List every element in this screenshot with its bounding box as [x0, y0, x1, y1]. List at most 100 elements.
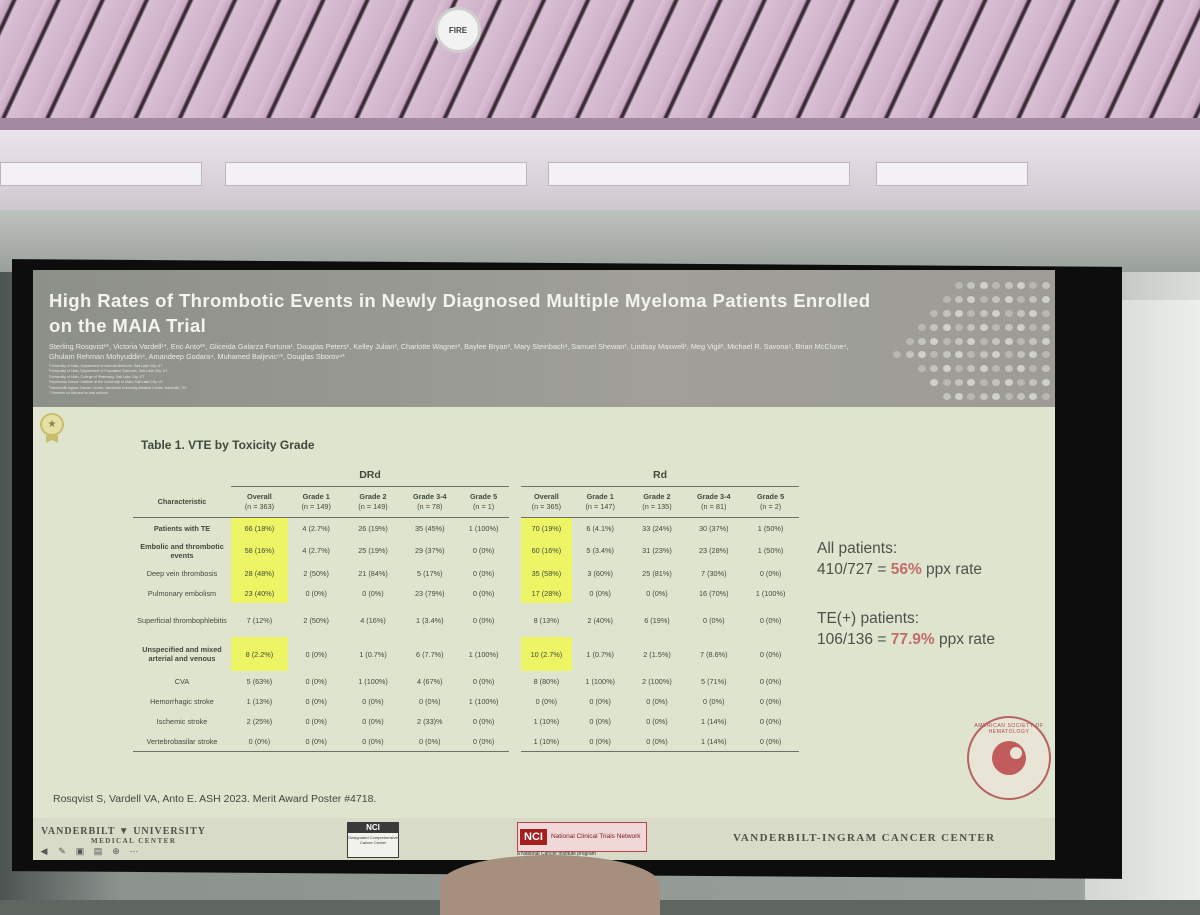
- presenter-toolbar: ◀ ✎ ▣ ▤ ⊕ ⋯: [33, 844, 141, 860]
- dot: [918, 365, 927, 373]
- zoom-icon[interactable]: ⊕: [112, 845, 120, 856]
- table-cell: 2 (50%): [303, 568, 329, 578]
- table-cell: 2 (100%): [642, 676, 672, 686]
- table-cell: 7 (8.6%): [699, 649, 728, 659]
- table-cell: 6 (4.1%): [586, 523, 614, 533]
- dot: [967, 323, 976, 331]
- dot: [1004, 323, 1013, 331]
- table-cell: 1 (13%): [246, 696, 273, 706]
- column-header-characteristic: Characteristic: [133, 486, 231, 518]
- dot: [1029, 393, 1038, 401]
- dot: [979, 323, 988, 331]
- dot: [992, 282, 1001, 289]
- table-cell: 0 (0%): [305, 716, 327, 726]
- table-cell: 5 (17%): [417, 568, 443, 578]
- dot: [955, 351, 964, 359]
- dot: [918, 337, 927, 345]
- dot: [942, 309, 951, 317]
- affiliation-line: * Denotes co-first and co-last authors: [49, 391, 109, 396]
- dot: [930, 337, 939, 345]
- dot: [930, 351, 939, 359]
- vanderbilt-university-logo: VANDERBILT ▼ UNIVERSITY MEDICAL CENTER: [41, 826, 206, 845]
- table-cell: 4 (67%): [417, 676, 443, 686]
- dot: [930, 365, 939, 373]
- affiliation-line: ²University of Utah, Department of Popul…: [49, 369, 168, 374]
- table-cell: 17 (28%): [509, 583, 572, 603]
- table-cell: 1 (0.7%): [359, 649, 387, 659]
- table-cell: 1 (14%): [685, 731, 743, 752]
- dot: [992, 351, 1001, 359]
- table-cell: 1 (10%): [509, 731, 572, 752]
- table-row: Ischemic stroke 2 (25%) 0 (0%) 0 (0%) 2 (33)…: [133, 711, 799, 731]
- dot: [955, 309, 964, 317]
- dot: [992, 309, 1001, 317]
- table-title: Table 1. VTE by Toxicity Grade: [141, 438, 315, 452]
- table-cell: 4 (2.7%): [302, 523, 330, 533]
- table-cell: 33 (24%): [642, 523, 672, 533]
- table-cell: 1 (3.4%): [416, 615, 444, 625]
- table-cell: 58 (16%): [231, 538, 288, 563]
- table-cell: 2 (33)%: [417, 716, 443, 726]
- dot: [967, 393, 976, 401]
- table-cell: 25 (81%): [642, 568, 672, 578]
- table-cell: 1 (0.7%): [586, 649, 614, 659]
- table-row: Unspecified and mixed arterial and venou…: [133, 637, 799, 671]
- dot: [942, 337, 951, 345]
- table-cell: 3 (60%): [587, 568, 613, 578]
- table-cell: 30 (37%): [698, 523, 729, 533]
- slide-title: High Rates of Thrombotic Events in Newly…: [49, 290, 871, 336]
- table-cell: 0 (0%): [759, 615, 782, 625]
- dot: [967, 282, 976, 289]
- more-icon[interactable]: ⋯: [129, 845, 139, 856]
- dot: [1029, 295, 1038, 303]
- table-cell: 1 (100%): [358, 676, 388, 686]
- slide-header: [33, 270, 1055, 407]
- table-row: Embolic and thrombotic events 58 (16%) 4 (…: [133, 538, 799, 563]
- soffit-light: [548, 162, 850, 186]
- dot: [979, 379, 988, 387]
- back-icon[interactable]: ◀: [40, 845, 48, 856]
- table-cell: 6 (19%): [644, 615, 670, 625]
- ceiling-beam: [0, 118, 1200, 130]
- slide-affiliations: ¹University of Utah, Department of Inter…: [49, 364, 349, 396]
- table-cell: 31 (23%): [642, 546, 672, 555]
- table-row: Hemorrhagic stroke 1 (13%) 0 (0%) 0 (0%) 0 (…: [133, 691, 799, 711]
- row-label: Vertebrobasilar stroke: [133, 731, 231, 752]
- captions-icon[interactable]: ▤: [93, 845, 103, 856]
- table-cell: 0 (0%): [759, 568, 782, 578]
- table-cell: 0 (0%): [305, 696, 327, 706]
- table-cell: 0 (0%): [472, 615, 495, 625]
- dot: [1016, 337, 1025, 345]
- dot: [1004, 379, 1013, 387]
- dot: [992, 365, 1001, 373]
- column-header: Grade 3-4 (n = 81): [685, 486, 743, 518]
- dot: [930, 323, 939, 331]
- table-cell: 8 (80%): [509, 671, 572, 691]
- dot: [942, 351, 951, 359]
- dot: [1041, 351, 1050, 359]
- table-cell: 1 (100%): [755, 588, 786, 598]
- ppx-stats: All patients: 410/727 = 56% ppx rate TE(…: [817, 538, 1047, 650]
- dot: [1016, 323, 1025, 331]
- dot: [967, 365, 976, 373]
- row-label: Deep vein thrombosis: [146, 568, 218, 578]
- table-cell: 2 (25%): [246, 716, 273, 726]
- table-cell: 23 (28%): [698, 546, 729, 555]
- dot: [955, 337, 964, 345]
- column-header: Grade 1 (n = 149): [287, 486, 345, 518]
- dot: [1016, 365, 1025, 373]
- dot: [955, 282, 964, 289]
- dot: [1029, 379, 1038, 387]
- fire-alarm-label: FIRE: [435, 7, 481, 53]
- table-cell: 0 (0%): [571, 731, 629, 752]
- award-ribbon-icon: ★: [40, 413, 64, 443]
- dot: [918, 323, 927, 331]
- dot: [1004, 309, 1013, 317]
- slides-icon[interactable]: ▣: [75, 845, 85, 856]
- dot: [1041, 365, 1050, 373]
- dot: [1041, 295, 1050, 303]
- dot: [1004, 282, 1013, 289]
- table-cell: 21 (84%): [358, 568, 388, 578]
- dot: [1016, 295, 1025, 303]
- pen-icon[interactable]: ✎: [58, 845, 66, 856]
